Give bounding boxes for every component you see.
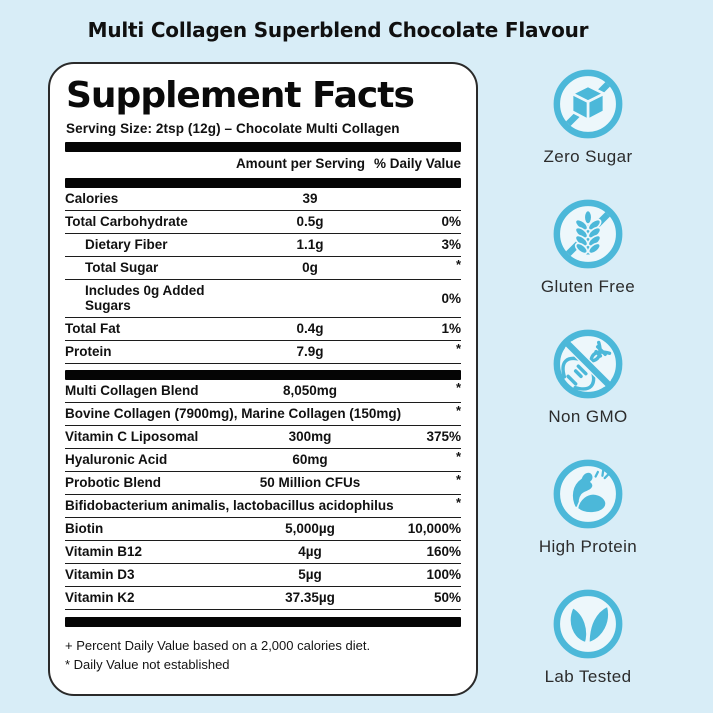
nutrient-row: Bovine Collagen (7900mg), Marine Collage…: [65, 403, 461, 426]
nutrient-row: Total Sugar 0g *: [65, 257, 461, 280]
badge-zero-sugar: Zero Sugar: [543, 66, 632, 167]
nutrient-row: Total Fat 0.4g 1%: [65, 318, 461, 341]
daily-value-column-header: % Daily Value: [373, 155, 461, 171]
page-title: Multi Collagen Superblend Chocolate Flav…: [87, 18, 589, 42]
badge-lab-tested: Lab Tested: [545, 586, 632, 687]
nutrient-daily-value: 1%: [441, 321, 461, 337]
nutrient-amount: 50 Million CFUs: [259, 475, 361, 491]
nutrient-row: Includes 0g Added Sugars 0%: [65, 280, 461, 318]
nutrient-amount: 4µg: [298, 544, 322, 560]
nutrient-label: Probotic Blend: [65, 475, 162, 491]
nutrient-row: Bifidobacterium animalis, lactobacillus …: [65, 495, 461, 518]
nutrient-daily-value: 375%: [426, 429, 461, 445]
nutrient-row: Biotin 5,000µg 10,000%: [65, 518, 461, 541]
column-headers: Amount per Serving % Daily Value: [65, 152, 461, 174]
nutrient-daily-value: *: [455, 380, 461, 396]
nutrient-amount: 0.4g: [296, 321, 324, 337]
nutrient-label: Protein: [65, 344, 112, 360]
nutrient-daily-value: *: [455, 495, 461, 511]
nutrient-label: Bifidobacterium animalis, lactobacillus …: [65, 498, 394, 514]
nutrient-row: Vitamin B12 4µg 160%: [65, 541, 461, 564]
serving-size-line: Serving Size: 2tsp (12g) – Chocolate Mul…: [66, 120, 400, 136]
nutrient-daily-value: 10,000%: [407, 521, 461, 537]
nutrient-daily-value: 50%: [433, 590, 461, 606]
footnote-not-established: * Daily Value not established: [65, 657, 230, 673]
divider-bar: [65, 177, 461, 188]
nutrient-row: Dietary Fiber 1.1g 3%: [65, 234, 461, 257]
badge-gluten-free: Gluten Free: [541, 196, 635, 297]
nutrient-daily-value: *: [455, 403, 461, 419]
nutrient-row: Calories 39: [65, 188, 461, 211]
footnotes: + Percent Daily Value based on a 2,000 c…: [65, 636, 461, 675]
nutrient-daily-value: 0%: [441, 290, 461, 306]
leaf-icon: [553, 589, 623, 659]
nutrient-daily-value: 100%: [426, 567, 461, 583]
badge-non-gmo: Non GMO: [548, 326, 627, 427]
nutrient-row: Protein 7.9g *: [65, 341, 461, 364]
nutrient-label: Calories: [65, 191, 119, 207]
nutrient-label: Vitamin K2: [65, 590, 135, 606]
nutrient-amount: 0g: [302, 260, 318, 276]
nutrient-label: Multi Collagen Blend: [65, 383, 199, 399]
nutrient-row: Vitamin D3 5µg 100%: [65, 564, 461, 587]
nutrient-row: Multi Collagen Blend 8,050mg *: [65, 380, 461, 403]
nutrient-daily-value: *: [455, 449, 461, 465]
nutrient-amount: 0.5g: [296, 214, 324, 230]
no-gluten-icon: [553, 199, 623, 269]
amount-column-header: Amount per Serving: [235, 155, 365, 171]
nutrient-daily-value: *: [455, 341, 461, 357]
nutrient-rows: Calories 39 Total Carbohydrate 0.5g 0% D…: [65, 188, 461, 610]
badge-label: Gluten Free: [540, 277, 636, 296]
nutrient-daily-value: 160%: [426, 544, 461, 560]
nutrient-amount: 300mg: [288, 429, 332, 445]
supplement-facts-panel: Supplement Facts Serving Size: 2tsp (12g…: [48, 62, 478, 696]
feature-badges: Zero Sugar Gluten Free: [513, 66, 663, 687]
nutrient-label: Vitamin D3: [65, 567, 135, 583]
badge-high-protein: High Protein: [539, 456, 637, 557]
no-gmo-icon: [553, 329, 623, 399]
nutrient-label: Total Sugar: [85, 260, 159, 276]
divider-bar: [65, 141, 461, 152]
nutrient-amount: 1.1g: [296, 237, 324, 253]
nutrient-amount: 5,000µg: [285, 521, 335, 537]
footnote-daily-value: + Percent Daily Value based on a 2,000 c…: [65, 637, 371, 653]
nutrient-label: Dietary Fiber: [85, 237, 168, 253]
nutrient-amount: 5µg: [298, 567, 322, 583]
divider-bar: [65, 616, 461, 627]
nutrient-row: Vitamin C Liposomal 300mg 375%: [65, 426, 461, 449]
nutrient-label: Bovine Collagen (7900mg), Marine Collage…: [65, 406, 402, 422]
nutrient-label: Vitamin B12: [65, 544, 143, 560]
nutrient-row: Hyaluronic Acid 60mg *: [65, 449, 461, 472]
muscle-icon: [553, 459, 623, 529]
nutrient-row: Vitamin K2 37.35µg 50%: [65, 587, 461, 610]
divider-bar: [65, 369, 461, 380]
nutrient-daily-value: *: [455, 472, 461, 488]
nutrient-amount: 7.9g: [296, 344, 324, 360]
badge-label: Lab Tested: [544, 667, 632, 686]
nutrient-label: Vitamin C Liposomal: [65, 429, 199, 445]
nutrient-label: Total Fat: [65, 321, 121, 337]
nutrient-daily-value: 0%: [441, 214, 461, 230]
nutrient-amount: 39: [302, 191, 318, 207]
nutrient-row: Probotic Blend 50 Million CFUs *: [65, 472, 461, 495]
no-sugar-icon: [553, 69, 623, 139]
nutrient-label: Hyaluronic Acid: [65, 452, 168, 468]
nutrient-label: Total Carbohydrate: [65, 214, 188, 230]
nutrient-amount: 60mg: [292, 452, 328, 468]
nutrient-label: Includes 0g Added Sugars: [85, 283, 205, 314]
nutrient-row: Total Carbohydrate 0.5g 0%: [65, 211, 461, 234]
nutrient-amount: 37.35µg: [285, 590, 335, 606]
badge-label: Zero Sugar: [543, 147, 633, 166]
badge-label: Non GMO: [548, 407, 628, 426]
nutrient-daily-value: 3%: [441, 237, 461, 253]
nutrient-daily-value: *: [455, 257, 461, 273]
supplement-facts-heading: Supplement Facts: [66, 75, 415, 116]
nutrient-label: Biotin: [65, 521, 104, 537]
badge-label: High Protein: [538, 537, 638, 556]
nutrient-amount: 8,050mg: [282, 383, 338, 399]
